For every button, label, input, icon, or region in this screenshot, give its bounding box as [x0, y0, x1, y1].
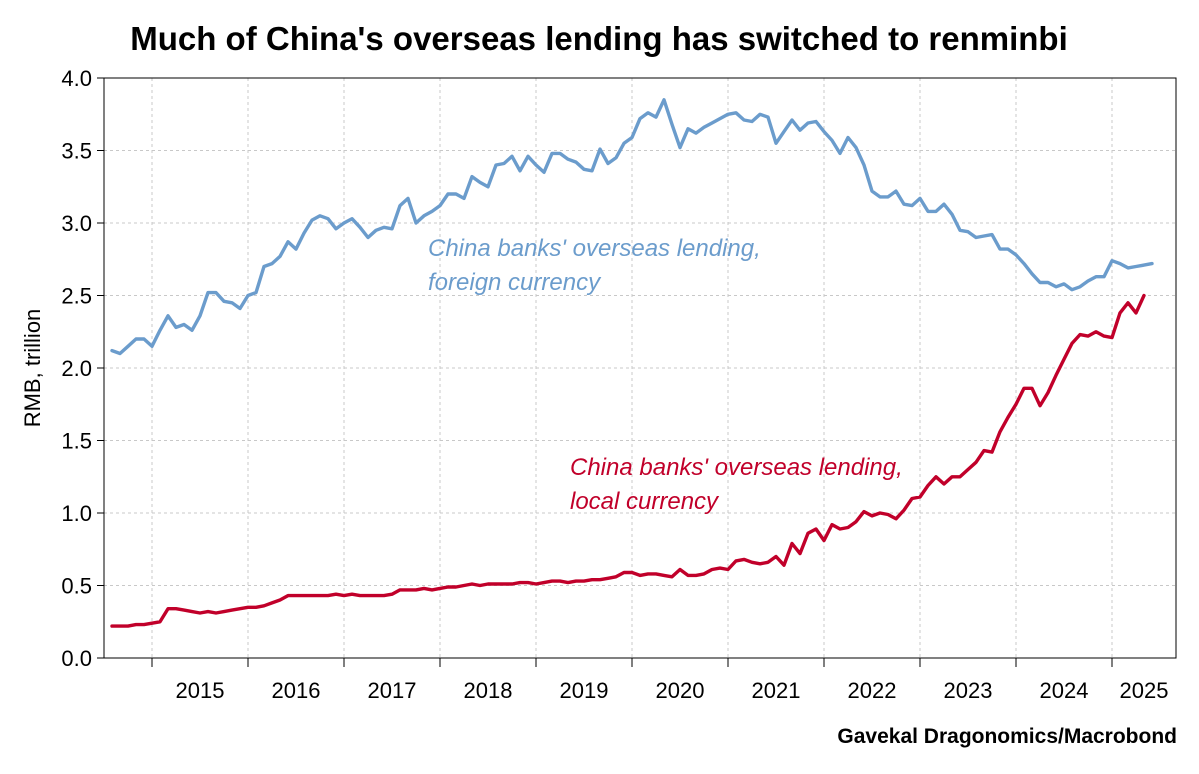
series-label-local: China banks' overseas lending, [570, 454, 903, 481]
series-layer [110, 98, 1154, 628]
x-tick-label: 2016 [272, 678, 321, 703]
series-label-foreign: China banks' overseas lending, [428, 235, 761, 262]
series-line-local [110, 293, 1146, 628]
x-tick-label: 2015 [176, 678, 225, 703]
series-label-local: local currency [570, 488, 720, 515]
x-tick-label: 2019 [560, 678, 609, 703]
x-tick-label: 2022 [848, 678, 897, 703]
y-tick-label: 4.0 [61, 66, 92, 91]
y-tick-label: 0.0 [61, 646, 92, 671]
y-axis-title: RMB, trillion [20, 309, 45, 428]
y-tick-label: 2.0 [61, 356, 92, 381]
x-tick-label: 2017 [368, 678, 417, 703]
x-tick-label: 2021 [752, 678, 801, 703]
series-label-foreign: foreign currency [428, 269, 602, 296]
source-label: Gavekal Dragonomics/Macrobond [837, 725, 1177, 748]
y-tick-label: 1.5 [61, 429, 92, 454]
chart-title: Much of China's overseas lending has swi… [130, 20, 1068, 57]
y-tick-label: 1.0 [61, 501, 92, 526]
x-tick-label: 2020 [656, 678, 705, 703]
x-tick-label: 2023 [944, 678, 993, 703]
axes: 0.0 0.5 1.0 1.5 2.0 2.5 3.0 3.5 4.0 2015 2016 2017 2… [61, 66, 1168, 703]
gridlines [104, 78, 1176, 658]
x-tick-label: 2025 [1120, 678, 1169, 703]
y-tick-label: 3.0 [61, 211, 92, 236]
series-line-foreign [110, 98, 1154, 356]
x-tick-label: 2024 [1040, 678, 1089, 703]
x-tick-label: 2018 [464, 678, 513, 703]
y-tick-label: 2.5 [61, 284, 92, 309]
y-tick-label: 0.5 [61, 574, 92, 599]
annotations: China banks' overseas lending, foreign cu… [428, 235, 903, 515]
y-tick-label: 3.5 [61, 139, 92, 164]
